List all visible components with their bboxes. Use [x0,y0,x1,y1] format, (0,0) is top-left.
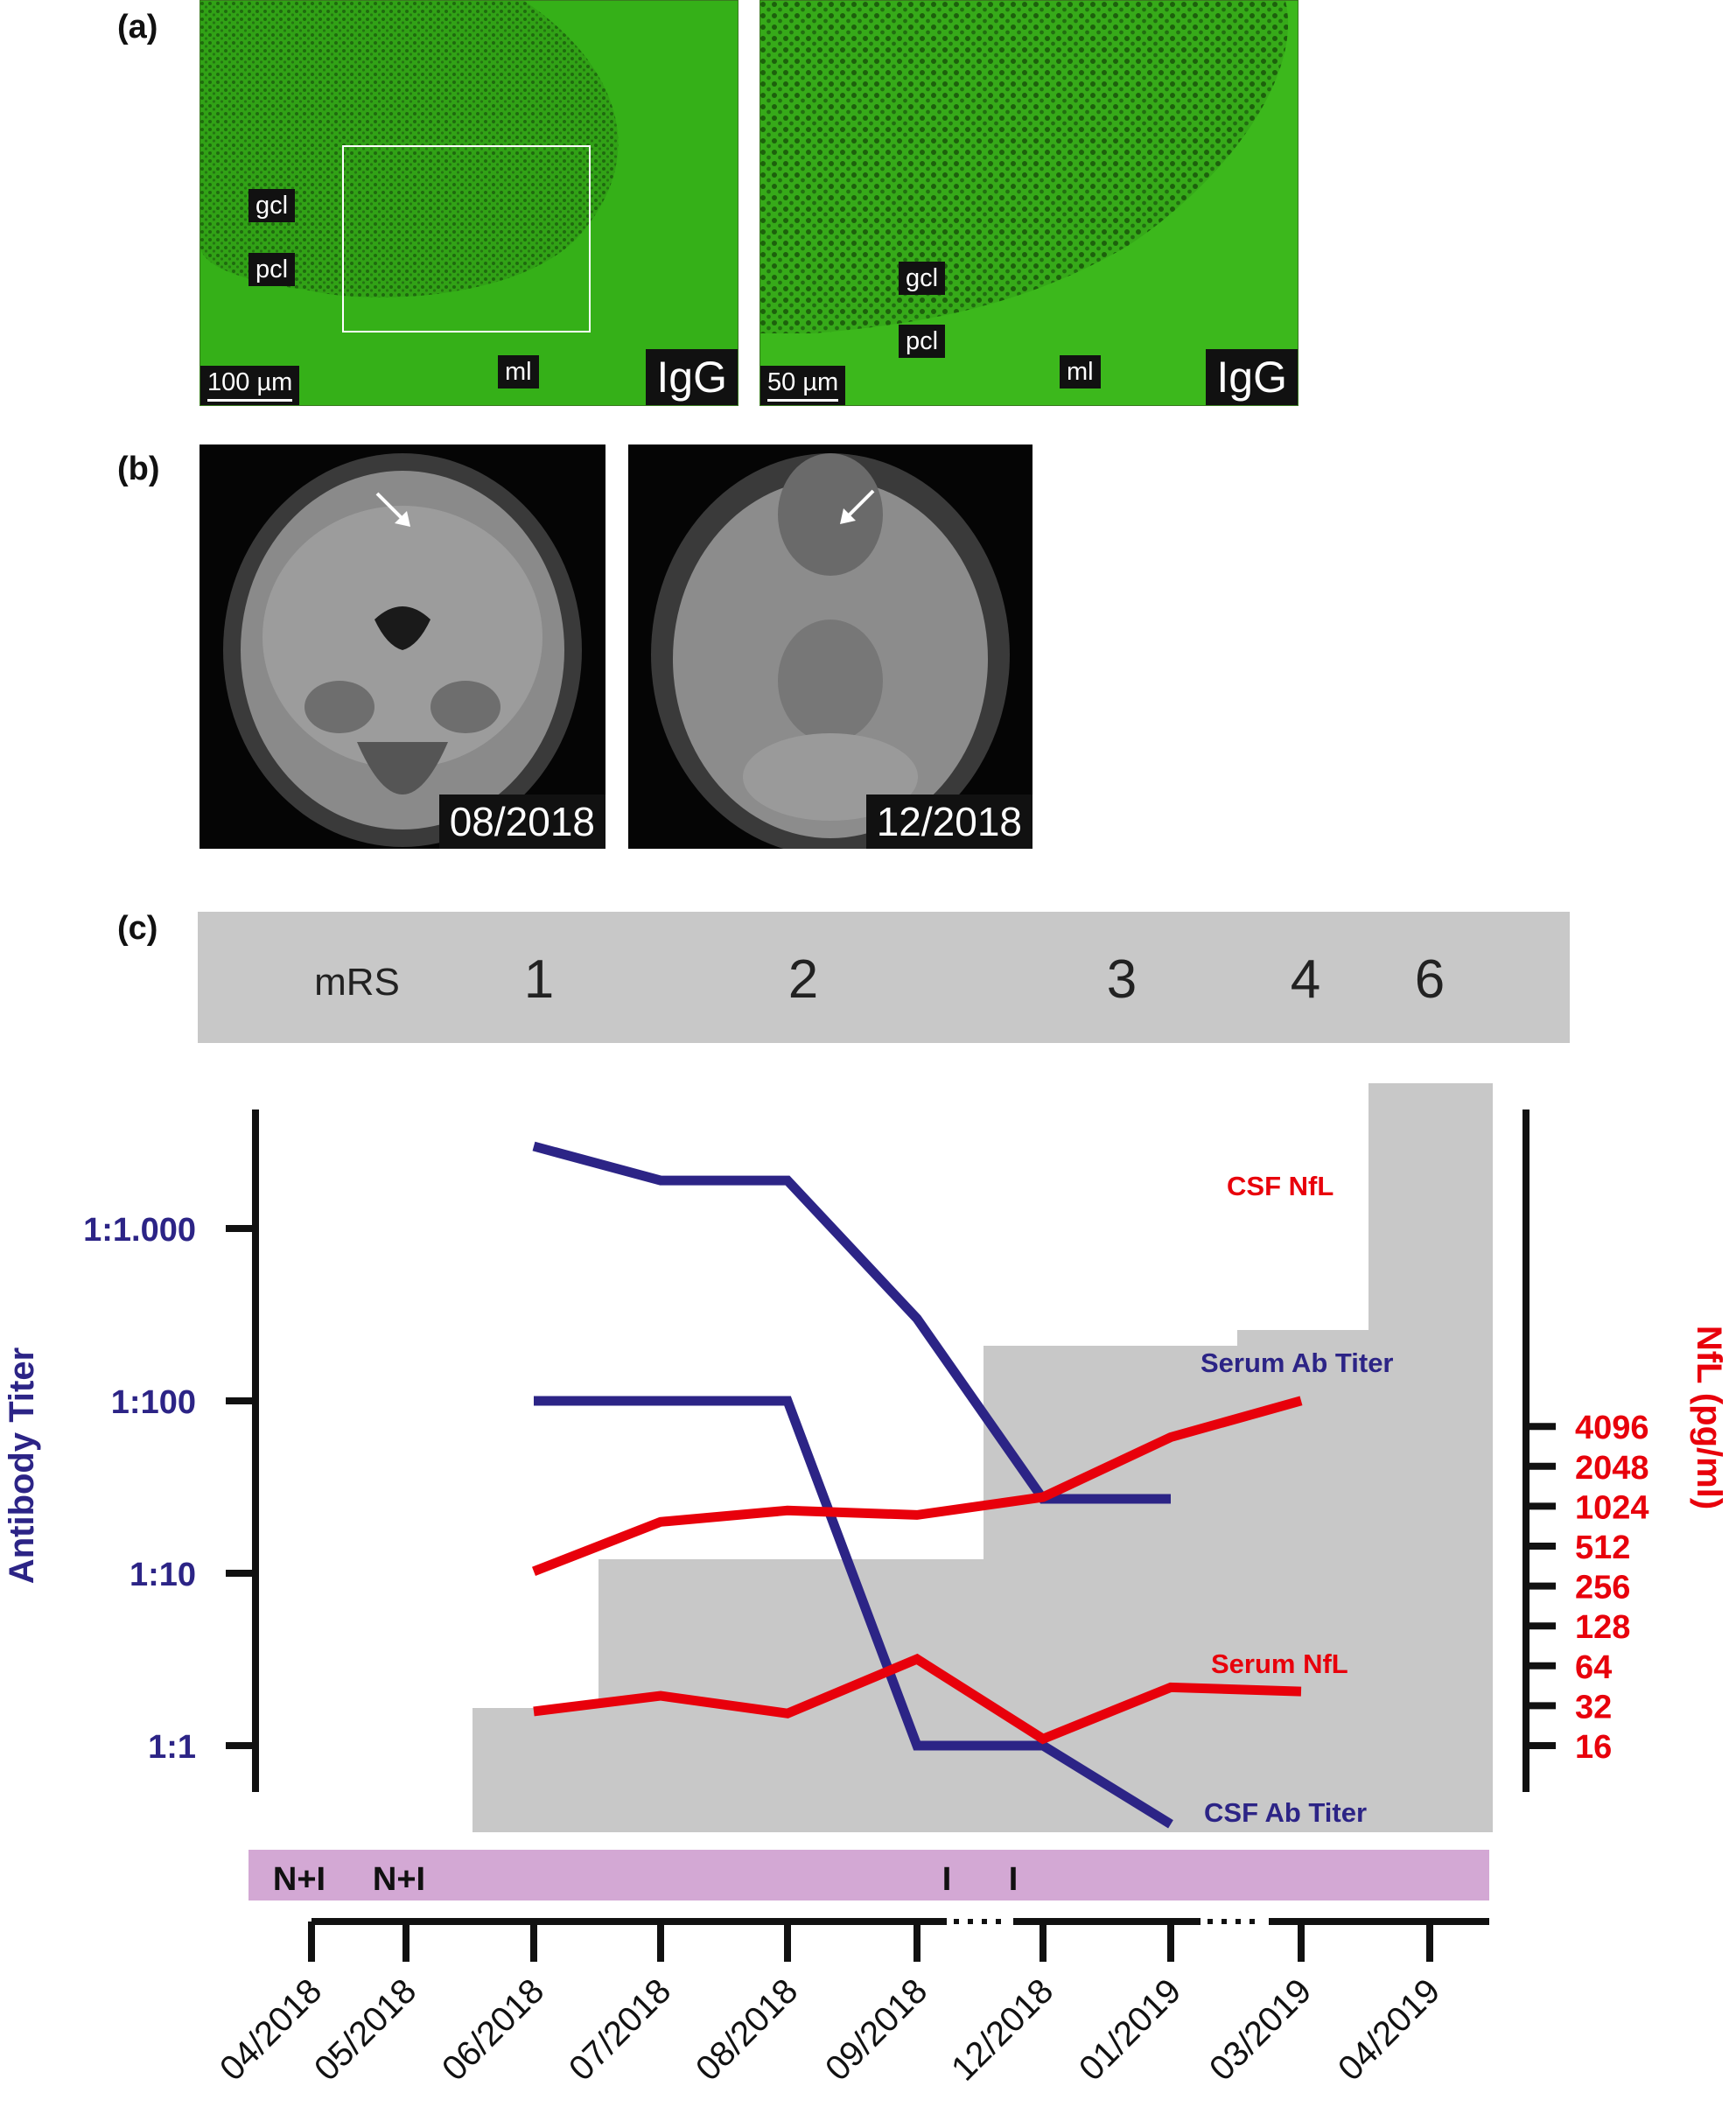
x-tick-label: 04/2018 [213,1971,329,2088]
coronal-brain-image [223,453,582,847]
y-axis-right-title: NfL (pg/ml) [1690,1326,1728,1509]
stain-label: IgG [1206,349,1298,405]
treatment-label: N+I [373,1861,425,1898]
right-tick-label: 32 [1575,1689,1612,1726]
axial-brain-image [651,453,1010,849]
scale-bar-label: 50 µm [767,368,839,396]
label-pcl: pcl [248,253,296,286]
series-lines [532,1141,1303,1829]
mrs-score: 2 [788,949,818,1010]
left-tick-label: 1:1.000 [83,1212,196,1249]
x-tick-label: 06/2018 [435,1971,551,2088]
x-tick-label: 05/2018 [307,1971,424,2088]
x-tick-label: 08/2018 [689,1971,805,2088]
x-tick-label: 09/2018 [818,1971,934,2088]
right-tick-label: 2048 [1575,1450,1649,1487]
stain-label: IgG [646,349,738,405]
series-line-serum-nfl [533,1653,1302,1745]
panel-a-label: (a) [117,9,158,46]
mrs-step-area [472,1083,1493,1832]
right-tick-label: 4096 [1575,1410,1649,1446]
micrograph-overview: gcl pcl ml 100 µm IgG [200,0,738,406]
treatment-labels: N+I N+I I I [273,1861,1018,1898]
left-axis-ticks: 1:1 1:10 1:100 1:1.000 [83,1212,256,1766]
treatment-label: N+I [273,1861,326,1898]
treatment-label: I [1009,1861,1018,1898]
label-gcl: gcl [248,189,296,222]
left-tick-label: 1:100 [111,1384,196,1421]
x-tick-label: 01/2019 [1072,1971,1188,2088]
series-line-serum-ab-titer [532,1141,1171,1504]
series-labels: Serum Ab Titer CSF Ab Titer CSF NfL Serum N… [1200,1171,1394,1828]
mrs-scores: 1 2 3 4 6 [524,949,1445,1010]
cerebellum-zoom-image [760,1,1298,405]
label-gcl: gcl [899,262,946,295]
series-line-csf-ab-titer [534,1396,1173,1829]
scale-bar-label: 100 µm [207,368,293,396]
right-tick-label: 256 [1575,1570,1630,1606]
scale-bar: 100 µm [200,366,300,405]
mrs-score: 1 [524,949,554,1010]
mrs-header-band [198,912,1570,1043]
arrow-icon [375,492,410,527]
treatment-label: I [942,1861,952,1898]
scan-date: 08/2018 [438,794,606,849]
right-tick-label: 64 [1575,1649,1612,1686]
right-tick-label: 1024 [1575,1489,1649,1526]
x-tick-label: 12/2018 [944,1971,1060,2088]
series-label: Serum Ab Titer [1200,1348,1394,1378]
scale-bar: 50 µm [760,366,846,405]
x-tick-label: 04/2019 [1331,1971,1447,2088]
label-pcl: pcl [899,325,946,358]
left-tick-label: 1:1 [148,1729,196,1766]
series-line-csf-nfl [532,1396,1303,1577]
right-tick-label: 128 [1575,1609,1630,1646]
right-tick-label: 16 [1575,1729,1612,1766]
arrow-icon [840,489,875,524]
mri-axial: 12/2018 [628,444,1032,849]
mrs-score: 3 [1107,949,1137,1010]
mri-coronal: 08/2018 [200,444,606,849]
panel-b-label: (b) [117,451,160,487]
micrograph-zoom: gcl pcl ml 50 µm IgG [760,0,1298,406]
y-axis-left-title: Antibody Titer [3,1348,41,1584]
mrs-score: 6 [1415,949,1445,1010]
x-tick-label: 07/2018 [562,1971,678,2088]
mrs-score: 4 [1291,949,1320,1010]
region-of-interest-box [342,145,591,332]
series-label: CSF NfL [1227,1171,1334,1201]
panel-c-label: (c) [117,910,158,947]
series-label: CSF Ab Titer [1204,1797,1367,1828]
mrs-label: mRS [314,961,400,1004]
left-tick-label: 1:10 [130,1557,196,1593]
treatment-bar [248,1850,1489,1900]
series-label: Serum NfL [1211,1648,1348,1679]
cerebellum-tissue-image [200,1,738,405]
label-ml: ml [498,355,539,388]
x-tick-label: 03/2019 [1202,1971,1319,2088]
label-ml: ml [1060,355,1101,388]
right-tick-label: 512 [1575,1530,1630,1566]
scan-date: 12/2018 [865,794,1032,849]
